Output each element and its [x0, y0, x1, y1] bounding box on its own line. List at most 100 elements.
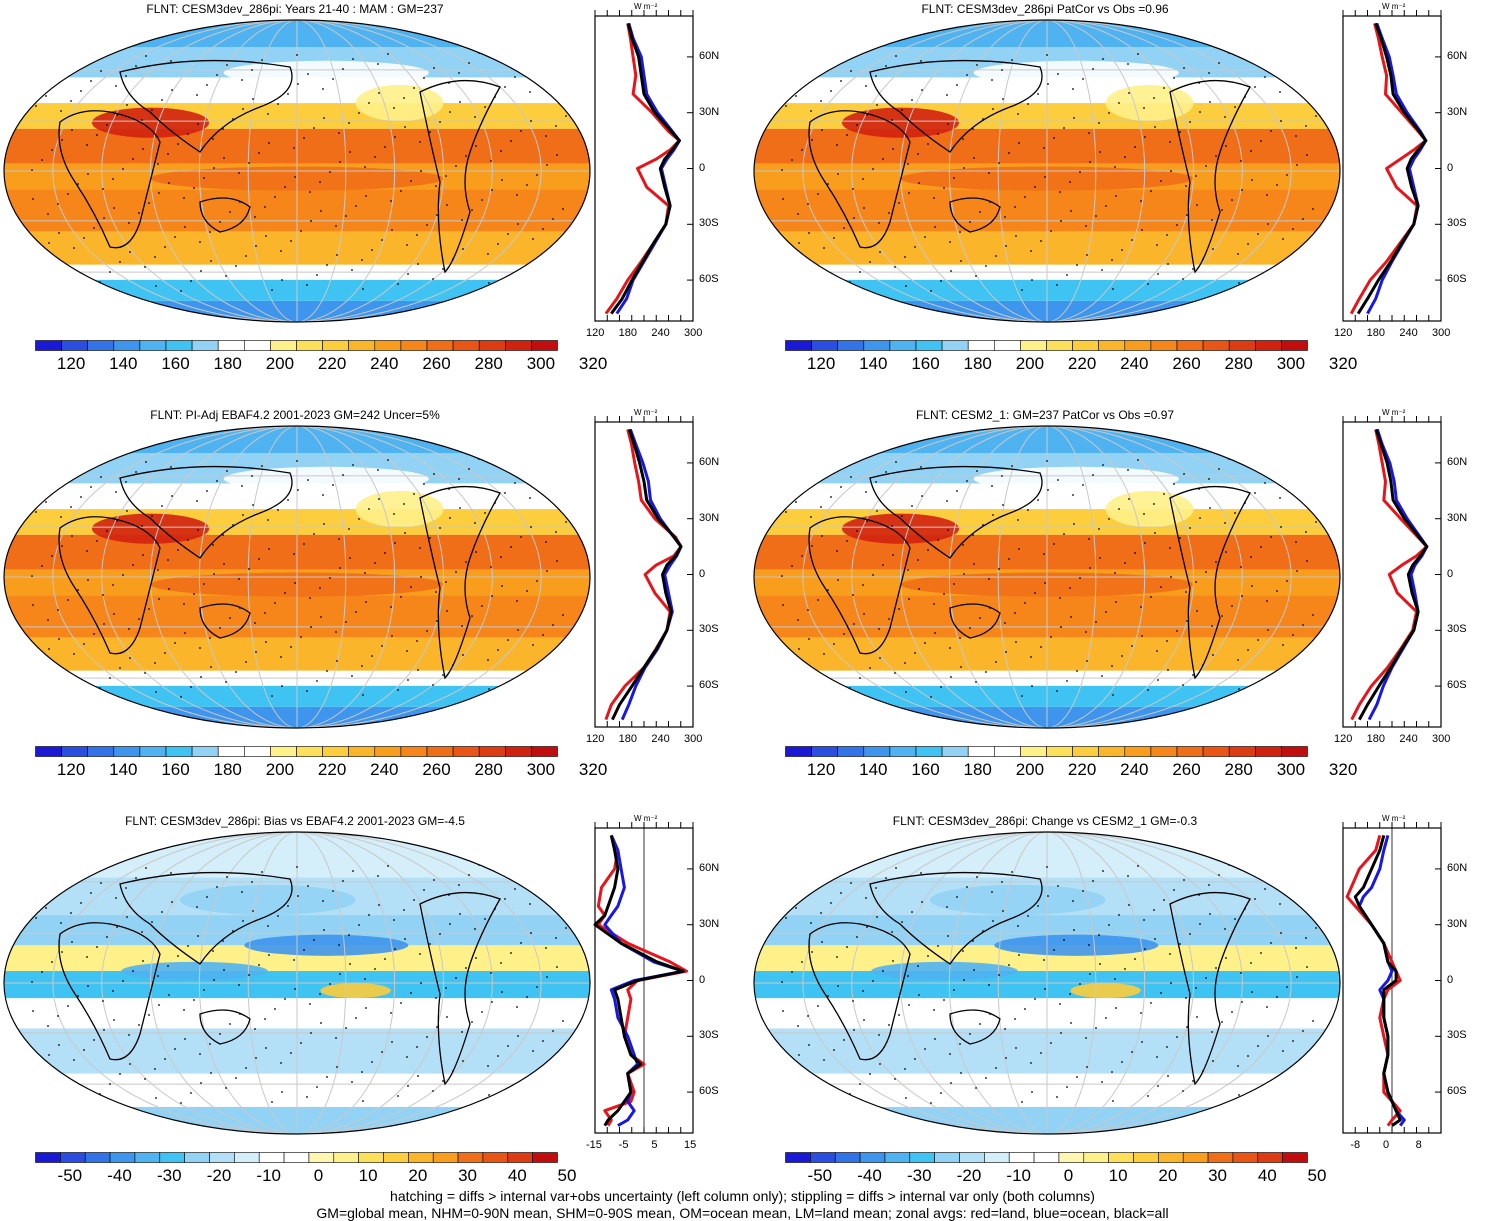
stipple-dot [937, 539, 939, 541]
stipple-dot [151, 109, 153, 111]
stipple-dot [1192, 674, 1194, 676]
stipple-dot [1021, 695, 1023, 697]
stipple-dot [956, 84, 958, 86]
stipple-dot [1124, 156, 1126, 158]
stipple-dot [1095, 215, 1097, 217]
stipple-dot [924, 642, 926, 644]
stipple-dot [846, 540, 848, 542]
stipple-dot [132, 970, 134, 972]
stipple-dot [170, 60, 172, 62]
stipple-dot [973, 563, 975, 565]
colorbar-label: 260 [1172, 760, 1201, 779]
stipple-dot [70, 912, 72, 914]
stipple-dot [1001, 881, 1003, 883]
colorbar-swatch [426, 746, 454, 757]
stipple-dot [1273, 683, 1275, 685]
stipple-dot [161, 911, 163, 913]
stipple-dot [429, 537, 431, 539]
stipple-dot [823, 247, 825, 249]
stipple-dot [497, 243, 499, 245]
stipple-dot [523, 1089, 525, 1091]
stipple-dot [100, 476, 102, 478]
stipple-dot [972, 128, 974, 130]
stipple-dot [264, 612, 266, 614]
stipple-dot [885, 471, 887, 473]
stipple-dot [921, 901, 923, 903]
stipple-dot [242, 514, 244, 516]
stipple-dot [465, 967, 467, 969]
stipple-dot [907, 163, 909, 165]
stipple-dot [1147, 283, 1149, 285]
stipple-dot [795, 907, 797, 909]
field-blob [223, 466, 429, 491]
stipple-dot [1279, 91, 1281, 93]
stipple-dot [1086, 254, 1088, 256]
stipple-dot [1221, 615, 1223, 617]
stipple-dot [1121, 655, 1123, 657]
stipple-dot [956, 490, 958, 492]
stipple-dot [956, 896, 958, 898]
colorbar-swatch [184, 1152, 210, 1163]
stipple-dot [406, 650, 408, 652]
stipple-dot [377, 469, 379, 471]
stipple-dot [1153, 97, 1155, 99]
stipple-dot [843, 633, 845, 635]
stipple-dot [229, 1023, 231, 1025]
stipple-dot [51, 555, 53, 557]
stipple-dot [1257, 233, 1259, 235]
stipple-dot [510, 952, 512, 954]
stipple-dot [513, 287, 515, 289]
stipple-dot [782, 604, 784, 606]
stipple-dot [1098, 528, 1100, 530]
stipple-dot [1015, 235, 1017, 237]
stipple-dot [115, 85, 117, 87]
stipple-dot [420, 170, 422, 172]
colorbar-label: 30 [1208, 1166, 1228, 1185]
stipple-dot [878, 628, 880, 630]
stipple-dot [1111, 259, 1113, 261]
stipple-dot [865, 85, 867, 87]
stipple-dot [268, 548, 270, 550]
stipple-dot [1015, 641, 1017, 643]
stipple-dot [1143, 919, 1145, 921]
stipple-dot [1141, 1041, 1143, 1043]
stipple-dot [102, 1000, 104, 1002]
stipple-dot [1254, 898, 1256, 900]
stipple-dot [1140, 1012, 1142, 1014]
field-blob [994, 934, 1159, 956]
stipple-dot [241, 485, 243, 487]
stipple-dot [197, 123, 199, 125]
colorbar-swatch [322, 340, 350, 351]
stipple-dot [856, 124, 858, 126]
stipple-dot [1131, 239, 1133, 241]
stipple-dot [1173, 483, 1175, 485]
stipple-dot [1079, 171, 1081, 173]
stipple-dot [504, 898, 506, 900]
stipple-dot [54, 56, 56, 58]
stipple-dot [180, 290, 182, 292]
lat-band [4, 20, 590, 48]
stipple-dot [1263, 693, 1265, 695]
stipple-dot [1057, 479, 1059, 481]
stipple-dot [1292, 228, 1294, 230]
stipple-dot [817, 193, 819, 195]
stipple-dot [400, 596, 402, 598]
stipple-dot [1112, 288, 1114, 290]
stipple-dot [1156, 244, 1158, 246]
stipple-dot [102, 188, 104, 190]
stipple-dot [67, 1005, 69, 1007]
stipple-dot [177, 143, 179, 145]
stipple-dot [210, 1072, 212, 1074]
stipple-dot [1253, 869, 1255, 871]
colorbar-swatch [1228, 340, 1256, 351]
stipple-dot [223, 157, 225, 159]
colorbar-swatch [1202, 340, 1230, 351]
stipple-dot [351, 1081, 353, 1083]
colorbar-swatch [915, 340, 943, 351]
stipple-dot [475, 145, 477, 147]
stipple-dot [381, 1051, 383, 1053]
colorbar-swatch [383, 1152, 409, 1163]
lat-band [754, 1028, 1340, 1074]
stipple-dot [1167, 669, 1169, 671]
stipple-dot [471, 1021, 473, 1023]
